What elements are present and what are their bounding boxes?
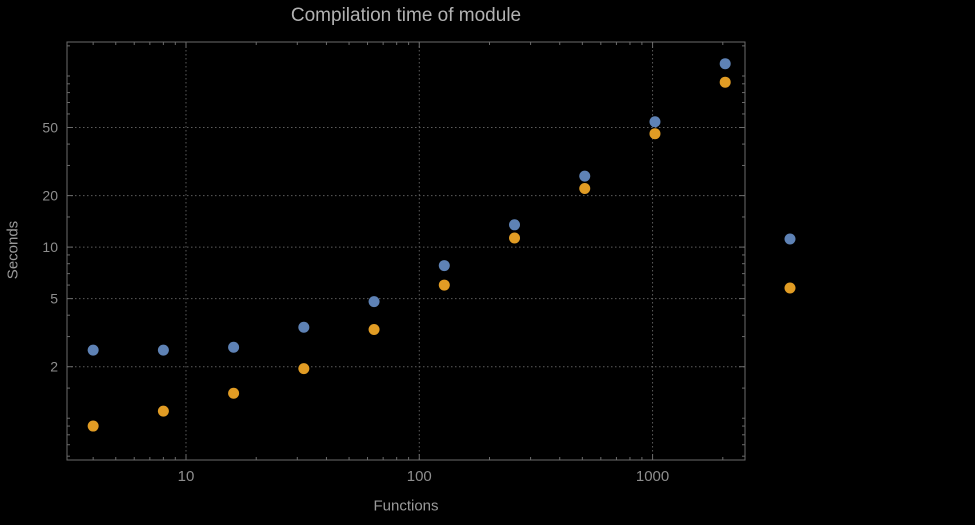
plot-frame — [66, 41, 746, 461]
legend-marker-series-orange — [784, 282, 796, 294]
legend-marker-series-blue — [784, 233, 796, 245]
data-point-series-orange — [719, 76, 731, 88]
chart-title: Compilation time of module — [290, 5, 522, 26]
x-axis-label: Functions — [373, 497, 439, 515]
y-tick-label: 10 — [42, 239, 58, 255]
data-point-series-blue — [157, 344, 169, 356]
y-axis-label: Seconds — [4, 220, 22, 280]
data-point-series-orange — [368, 323, 380, 335]
data-point-series-orange — [228, 387, 240, 399]
x-tick-label: 1000 — [636, 468, 669, 485]
x-tick-label: 10 — [178, 468, 195, 485]
y-tick-label: 50 — [42, 120, 58, 136]
data-point-series-blue — [509, 219, 521, 231]
data-point-series-orange — [509, 232, 521, 244]
data-point-series-blue — [368, 296, 380, 308]
data-point-series-blue — [87, 344, 99, 356]
data-point-series-orange — [438, 279, 450, 291]
data-point-series-blue — [438, 260, 450, 272]
data-point-series-orange — [579, 183, 591, 195]
y-tick-label: 2 — [50, 359, 58, 375]
data-point-series-blue — [649, 116, 661, 128]
data-point-series-orange — [157, 405, 169, 417]
data-point-series-blue — [579, 170, 591, 182]
data-point-series-orange — [298, 363, 310, 375]
data-point-series-orange — [649, 128, 661, 140]
data-point-series-blue — [298, 321, 310, 333]
x-tick-label: 100 — [407, 468, 432, 485]
data-point-series-blue — [719, 58, 731, 70]
y-tick-label: 5 — [50, 291, 58, 307]
data-point-series-blue — [228, 341, 240, 353]
data-point-series-orange — [87, 420, 99, 432]
y-tick-label: 20 — [42, 188, 58, 204]
